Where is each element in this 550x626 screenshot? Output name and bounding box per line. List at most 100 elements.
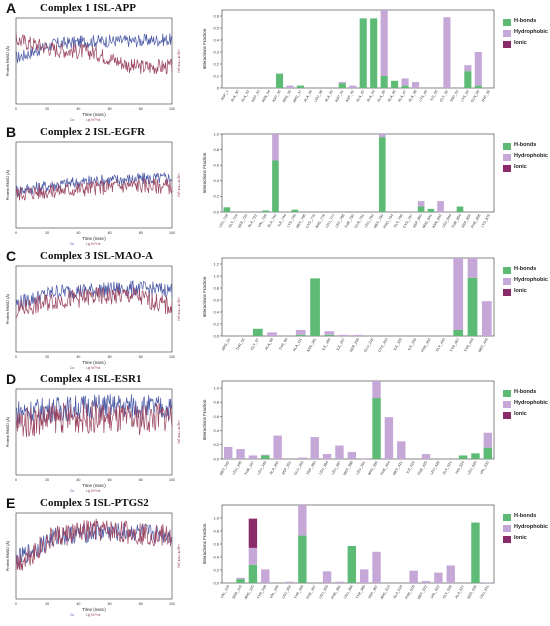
bar-hydrophobic-glu_353 <box>298 457 307 459</box>
x-tick-label: ALA_68 <box>264 338 274 351</box>
rmsd-x-tick: 0 <box>15 231 17 235</box>
bar-hbonds-tyr_407 <box>453 330 464 336</box>
y-tick-label: 0.6 <box>213 13 219 18</box>
bar-hydrophobic-ala_350 <box>273 435 282 459</box>
rmsd-x-tick: 100 <box>169 231 175 235</box>
rmsd-legend-protein: Cα <box>70 118 74 122</box>
rmsd-plot: 0 20 40 60 80 100 Time (nsec) Protein RMSD (Å) L… <box>5 141 180 246</box>
bar-hydrophobic-leu_391 <box>359 458 369 459</box>
x-tick-label: ARG_51 <box>221 338 231 352</box>
y-tick-label: 0.3 <box>213 49 219 54</box>
interaction-y-label: Interactions Fraction <box>202 276 207 317</box>
rmsd-x-tick: 60 <box>108 231 112 235</box>
rmsd-x-tick: 20 <box>45 602 49 606</box>
bar-hbonds-asp_800 <box>417 206 425 212</box>
x-tick-label: SER_530 <box>466 585 477 600</box>
bar-hbonds-ala_47 <box>401 85 409 88</box>
x-tick-label: MET_766 <box>295 214 306 230</box>
legend-swatch <box>503 165 511 172</box>
interaction-plot: 0.0 0.2 0.4 0.6 0.8 1.0 Interactions Fraction L… <box>202 131 495 230</box>
x-tick-label: THR_347 <box>244 461 255 476</box>
bar-hbonds-ser_530 <box>471 522 480 583</box>
legend-label: Ionic <box>514 288 527 294</box>
x-tick-label: ASP_36 <box>272 89 282 102</box>
bar-hydrophobic-gly_526 <box>446 565 455 583</box>
x-tick-label: MET_793 <box>373 214 384 230</box>
x-tick-label: ALA_45 <box>376 90 386 103</box>
y-tick-label: 0.4 <box>213 428 219 433</box>
rmsd-y-label-right: Lig fit Prot (Å) <box>177 173 180 197</box>
legend-swatch <box>503 536 511 543</box>
x-tick-label: VAL_349 <box>269 585 280 600</box>
y-tick-label: 0.2 <box>213 442 219 447</box>
bar-hydrophobic-thr_347 <box>248 455 258 459</box>
x-tick-label: VAL_523 <box>430 585 441 600</box>
rmsd-x-tick: 80 <box>139 231 143 235</box>
x-tick-label: VAL_116 <box>220 585 231 599</box>
bar-hydrophobic-gln_55 <box>474 52 482 86</box>
legend-swatch <box>503 278 511 285</box>
y-tick-label: 1.0 <box>213 131 219 136</box>
bar-hbonds-tyr_444 <box>467 277 478 336</box>
x-tick-label: LEU_359 <box>318 585 329 600</box>
bar-hydrophobic-tyr_355 <box>298 505 307 536</box>
bar-hbonds-arg_841 <box>427 208 435 212</box>
x-tick-label: MET_445 <box>478 338 489 354</box>
panel-title: Complex 4 ISL-ESR1 <box>40 373 142 385</box>
x-tick-label: ARG_37 <box>292 90 302 104</box>
bar-hydrophobic-met_793 <box>378 134 386 138</box>
x-tick-label: ILE_50 <box>429 89 438 101</box>
y-tick-label: 0.0 <box>213 333 219 338</box>
bar-hydrophobic-leu_349 <box>261 454 270 456</box>
bar-hydrophobic-ser_209 <box>353 334 363 336</box>
x-tick-label: ALA_32 <box>240 90 250 103</box>
bar-hbonds-leu_525 <box>471 453 480 459</box>
x-tick-label: LEU_384 <box>318 461 329 476</box>
legend-swatch <box>503 514 511 521</box>
y-tick-label: 0.4 <box>213 37 219 42</box>
y-tick-label: 1.0 <box>213 273 219 278</box>
bar-hbonds-leu_718 <box>223 207 231 212</box>
rmsd-plot: 0 20 40 60 80 100 Time (nsec) Protein RMSD (Å) L… <box>5 388 180 493</box>
bar-hydrophobic-met_388 <box>347 451 357 459</box>
rmsd-x-label: Time (nsec) <box>82 236 106 241</box>
rmsd-y-label-right: Lig fit Prot (Å) <box>177 49 180 73</box>
rmsd-plot: 0 20 40 60 80 100 Time (nsec) Protein RMSD (Å) L… <box>5 17 180 122</box>
x-tick-label: ASP_33 <box>251 89 261 102</box>
x-tick-label: GLN_55 <box>470 90 480 104</box>
x-tick-label: ASP_855 <box>461 214 472 229</box>
panel-label: E <box>6 495 16 511</box>
rmsd-x-tick: 100 <box>169 478 175 482</box>
bar-hbonds-ala_111 <box>295 334 306 336</box>
x-tick-label: ILE_335 <box>407 338 417 352</box>
legend-label: H-bonds <box>514 142 537 148</box>
rmsd-legend-ligand: Lig fit Prot <box>86 118 100 122</box>
ligand-rmsd-line <box>15 401 173 438</box>
rmsd-legend-protein: Cα <box>70 242 74 246</box>
x-tick-label: ILE_180 <box>321 338 331 352</box>
interaction-plot: 0.0 0.2 0.4 0.6 0.8 1.0 Interactions Fraction M… <box>202 380 495 476</box>
x-tick-label: VAL_726 <box>257 214 268 229</box>
x-tick-label: ALA_44 <box>366 90 376 103</box>
bar-ionic-arg_120 <box>248 518 258 548</box>
rmsd-x-tick: 60 <box>108 602 112 606</box>
legend-label: Ionic <box>514 40 527 46</box>
y-tick-label: 0.8 <box>213 147 219 152</box>
x-tick-label: ILE_424 <box>406 461 416 475</box>
bar-hbonds-arg_394 <box>372 398 381 459</box>
x-tick-label: GLY_526 <box>442 585 453 600</box>
bar-hydrophobic-phe_518 <box>409 570 418 583</box>
rmsd-x-tick: 0 <box>15 602 17 606</box>
panel-label: D <box>6 371 17 387</box>
x-tick-label: VAL_533 <box>479 461 490 476</box>
x-tick-label: SER_119 <box>232 585 243 600</box>
x-tick-label: ARG_776 <box>315 214 326 230</box>
x-tick-label: ALA_111 <box>292 338 303 352</box>
bar-hydrophobic-ile_180 <box>324 331 335 335</box>
y-tick-label: 1.0 <box>213 515 219 520</box>
x-tick-label: CYS_775 <box>305 214 316 229</box>
bar-hydrophobic-trp_387 <box>372 551 381 583</box>
bar-hydrophobic-asp_41 <box>338 82 346 84</box>
legend-label: H-bonds <box>514 513 537 519</box>
legend-label: H-bonds <box>514 18 537 24</box>
